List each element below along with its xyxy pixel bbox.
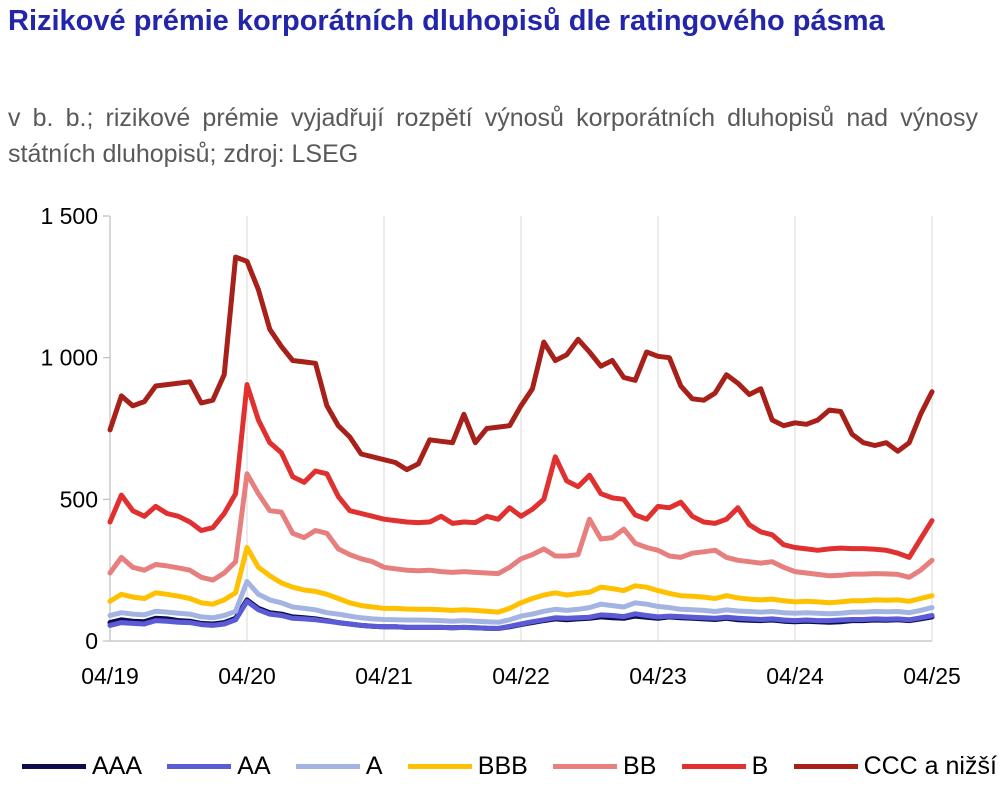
legend-item: AAA	[22, 752, 142, 781]
legend-item: BBB	[407, 751, 528, 781]
x-tick-label: 04/23	[629, 663, 687, 689]
x-tick-label: 04/22	[492, 663, 550, 689]
y-tick-label: 1 500	[40, 203, 98, 229]
series-line-2	[107, 579, 935, 625]
legend-label: AAA	[92, 751, 143, 780]
legend-swatch	[553, 763, 618, 769]
legend-item: A	[295, 751, 383, 781]
y-tick-label: 1 000	[40, 345, 98, 371]
chart-legend: AAA AA A BBB BB B CCC a nižší	[22, 750, 997, 782]
x-tick-label: 04/19	[81, 663, 139, 689]
series-line-1	[107, 598, 935, 631]
legend-item: AA	[167, 751, 271, 781]
x-tick-label: 04/24	[766, 663, 824, 689]
line-chart: 04/19 04/20 04/21 04/22 04/23 04/24 04/25 0 500 1…	[40, 203, 961, 689]
legend-swatch	[295, 763, 360, 769]
chart-title: Rizikové prémie korporátních dluhopisů d…	[8, 5, 885, 37]
legend-swatch	[407, 763, 472, 769]
legend-item: CCC a nižší	[793, 751, 997, 781]
legend-item: B	[681, 751, 769, 781]
legend-item: BB	[553, 752, 656, 781]
series-line-4	[107, 471, 935, 583]
legend-label: A	[365, 751, 383, 780]
legend-label: B	[751, 751, 769, 780]
x-tick-label: 04/20	[218, 663, 276, 689]
legend-label: CCC a nižší	[863, 751, 997, 780]
y-tick-label: 500	[60, 486, 98, 512]
legend-swatch	[22, 763, 86, 769]
x-tick-label: 04/25	[903, 663, 961, 689]
legend-swatch	[167, 763, 232, 769]
legend-label: BB	[623, 751, 657, 780]
series-line-6	[107, 254, 935, 473]
x-tick-label: 04/21	[355, 663, 413, 689]
chart-subtitle: v b. b.; rizikové prémie vyjadřují rozpě…	[8, 104, 978, 168]
legend-label: BBB	[477, 751, 528, 780]
y-tick-label: 0	[85, 628, 98, 654]
legend-label: AA	[237, 751, 271, 780]
series-line-5	[107, 382, 935, 560]
legend-swatch	[793, 763, 858, 769]
series-line-3	[107, 545, 935, 615]
legend-swatch	[681, 763, 746, 769]
